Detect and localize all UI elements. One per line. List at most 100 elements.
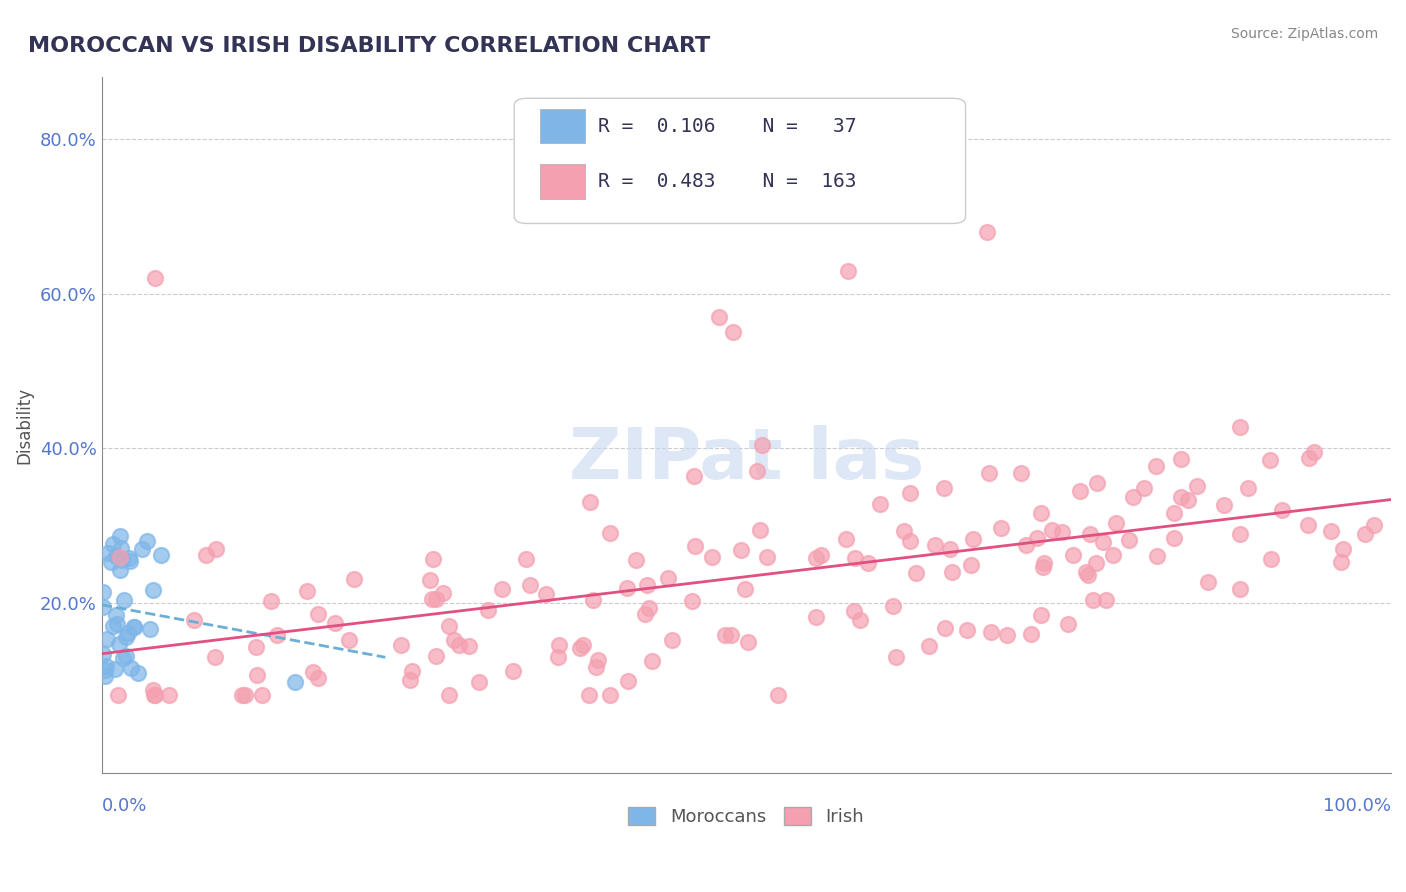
Point [1197,574,1219,589]
Point [1163,506,1185,520]
Point [844,550,866,565]
Point [939,541,962,556]
Point [1170,452,1192,467]
Point [869,497,891,511]
Point [204,542,226,557]
Point [183,613,205,627]
Point [1122,490,1144,504]
Point [617,673,640,688]
Point [1077,567,1099,582]
Point [439,689,461,703]
Point [626,553,648,567]
Point [1362,518,1385,533]
Point [233,689,256,703]
Point [142,682,165,697]
Point [751,438,773,452]
Point [447,639,470,653]
Point [1033,556,1056,570]
Point [882,599,904,613]
Point [1118,533,1140,548]
Point [898,533,921,548]
Point [112,651,135,665]
FancyBboxPatch shape [540,164,585,199]
Point [477,603,499,617]
Point [1032,559,1054,574]
Point [143,689,166,703]
Point [105,617,128,632]
Point [683,539,706,553]
Point [1010,466,1032,480]
Point [548,638,571,652]
Point [1056,617,1078,632]
Point [108,563,131,577]
Point [115,630,138,644]
Text: R =  0.483    N =  163: R = 0.483 N = 163 [598,172,856,191]
Point [308,607,330,621]
Point [956,623,979,637]
Point [118,551,141,566]
Point [934,621,956,635]
Point [443,632,465,647]
Point [749,523,772,537]
Point [1170,490,1192,504]
Text: MOROCCAN VS IRISH DISABILITY CORRELATION CHART: MOROCCAN VS IRISH DISABILITY CORRELATION… [28,36,710,55]
Point [979,466,1001,480]
Text: 100.0%: 100.0% [1323,797,1391,815]
Point [1260,552,1282,566]
Point [246,668,269,682]
Point [637,601,659,615]
Point [425,648,447,663]
Point [295,584,318,599]
Point [1105,516,1128,531]
Point [730,543,752,558]
Point [1303,445,1326,459]
Point [893,524,915,538]
Point [804,550,827,565]
Point [997,627,1019,641]
Point [720,628,742,642]
Point [804,610,827,624]
Point [389,638,412,652]
Point [1029,506,1052,520]
Point [980,625,1002,640]
Point [976,225,998,239]
Point [245,640,267,655]
Point [884,650,907,665]
Point [110,550,132,565]
Text: 0.0%: 0.0% [101,797,148,815]
Point [657,571,679,585]
Point [745,464,768,478]
Point [682,469,704,483]
Point [1229,527,1251,541]
Point [1229,582,1251,596]
Point [491,582,513,597]
Point [1212,498,1234,512]
Point [468,675,491,690]
Point [260,594,283,608]
Point [120,661,142,675]
Point [101,536,124,550]
Point [962,532,984,546]
Point [1319,524,1341,539]
Point [1146,459,1168,474]
Legend: Moroccans, Irish: Moroccans, Irish [621,799,872,833]
Point [723,326,745,340]
Point [432,586,454,600]
Point [810,548,832,562]
Point [616,581,638,595]
Point [437,619,460,633]
Point [856,556,879,570]
Point [284,674,307,689]
Point [1298,451,1320,466]
Point [1062,549,1084,563]
Point [905,566,928,580]
Point [122,620,145,634]
Point [547,650,569,665]
Point [93,663,115,677]
Point [157,689,180,703]
Point [302,665,325,679]
FancyBboxPatch shape [540,109,585,144]
Point [104,607,127,622]
Point [578,689,600,703]
Point [661,633,683,648]
